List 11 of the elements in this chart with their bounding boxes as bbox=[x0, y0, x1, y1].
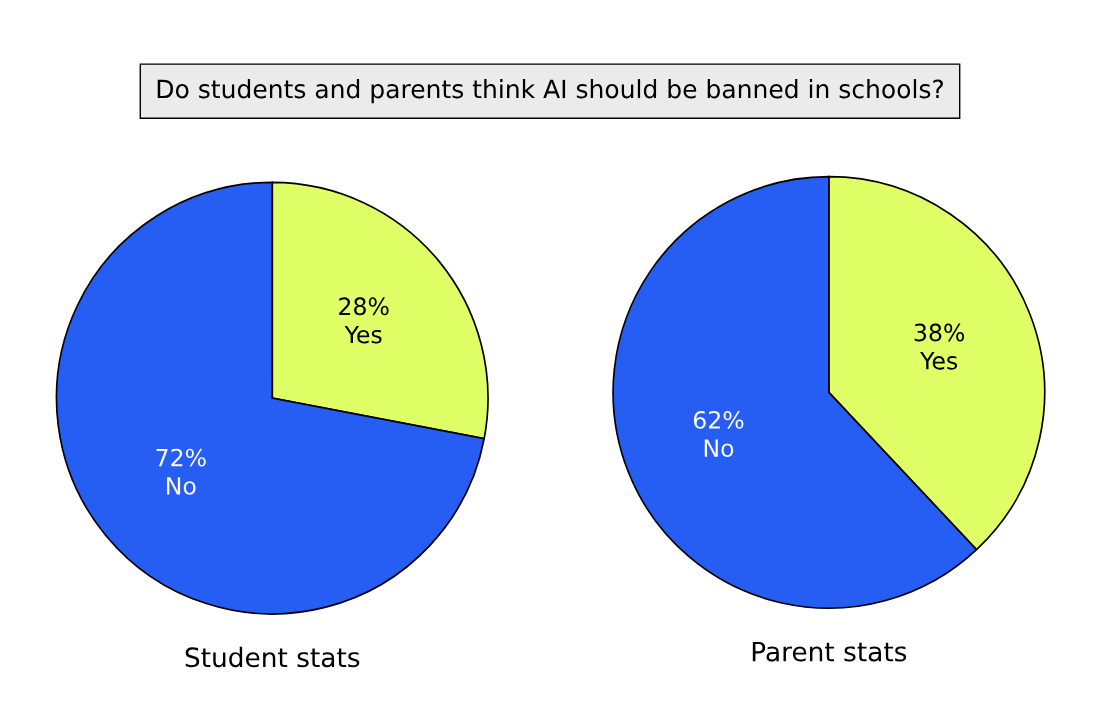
text: Do students and parents think AI should be banned in schools? bbox=[157, 79, 943, 104]
slice-label: No bbox=[167, 477, 196, 495]
data-label: 38% bbox=[914, 323, 965, 342]
data-label: 28% bbox=[339, 297, 389, 316]
data-label: 72% bbox=[156, 448, 206, 467]
data-label: 62% bbox=[693, 410, 744, 429]
slice-label: No bbox=[704, 439, 734, 458]
text: Parent stats bbox=[752, 641, 907, 662]
slice-label: Yes bbox=[344, 325, 382, 344]
slice-label: Yes bbox=[920, 352, 958, 370]
text: Student stats bbox=[185, 646, 360, 668]
